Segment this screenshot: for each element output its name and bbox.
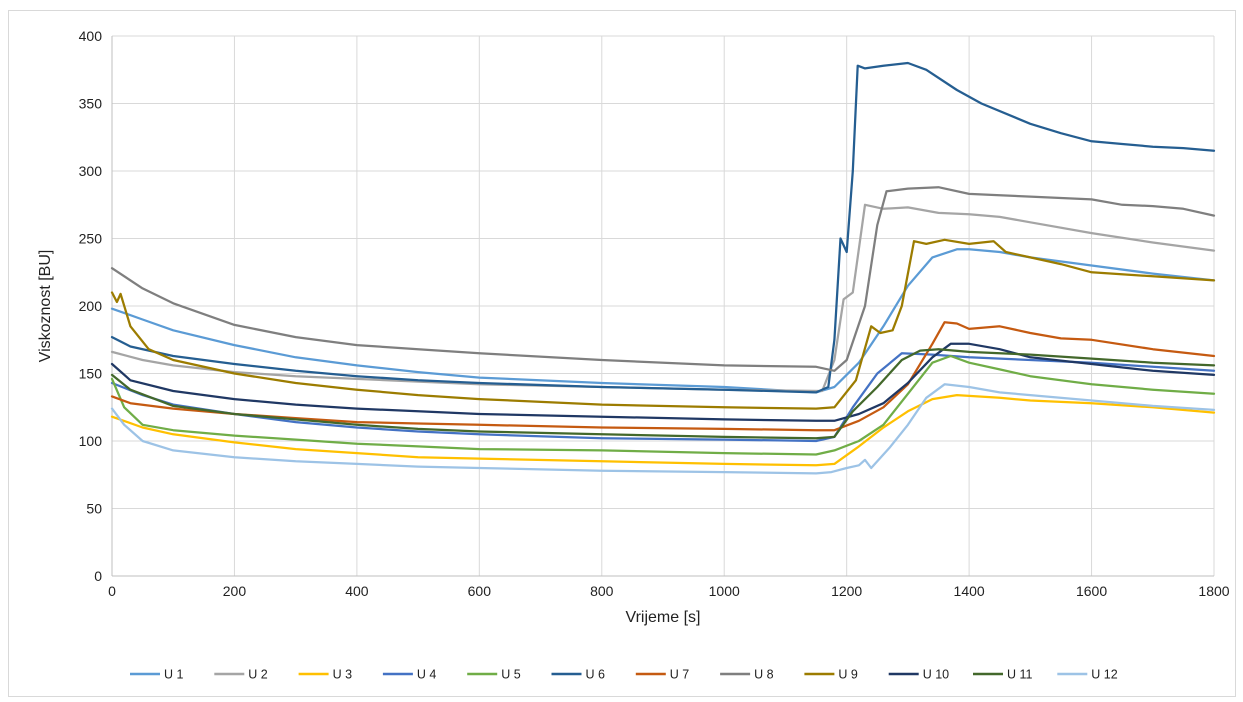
y-tick-label: 50 — [86, 501, 102, 517]
legend-label: U 6 — [586, 668, 606, 682]
legend-label: U 2 — [248, 668, 267, 682]
legend-label: U 4 — [417, 668, 437, 682]
x-tick-label: 1800 — [1198, 583, 1229, 599]
legend: U 1 U 2 U 3 U 4 U 5 U 6 U 7 U 8 U 9 U 10 U 11 U 12 — [130, 668, 1118, 682]
series-line-u5 — [110, 354, 1216, 456]
y-tick-label: 100 — [79, 433, 103, 449]
series-line-u7 — [110, 321, 1216, 432]
y-tick-label: 300 — [79, 163, 103, 179]
legend-item: U 11 — [973, 668, 1033, 682]
legend-item: U 7 — [635, 668, 690, 682]
series-line-u9 — [110, 238, 1216, 410]
x-tick-label: 1200 — [831, 583, 862, 599]
legend-label: U 10 — [923, 668, 949, 682]
series-line-u3 — [110, 393, 1216, 467]
legend-item: U 12 — [1057, 668, 1118, 682]
tick-labels: 0 50 100 150 200 250 300 350 400 0 200 400 600 800 100… — [79, 28, 1230, 599]
legend-item: U 1 — [130, 668, 184, 682]
legend-item: U 9 — [804, 668, 858, 682]
x-tick-label: 0 — [108, 583, 116, 599]
legend-label: U 8 — [754, 668, 774, 682]
legend-label: U 1 — [164, 668, 184, 682]
grid — [112, 35, 1215, 576]
y-tick-label: 250 — [79, 231, 103, 247]
series-line-u1 — [110, 248, 1216, 394]
series-line-u8 — [110, 186, 1216, 372]
legend-item: U 3 — [298, 668, 353, 682]
series-line-u2 — [110, 203, 1216, 393]
legend-item: U 10 — [888, 668, 949, 682]
legend-label: U 7 — [670, 668, 690, 682]
axes — [111, 36, 1214, 577]
x-tick-label: 200 — [223, 583, 247, 599]
legend-label: U 5 — [501, 668, 521, 682]
x-tick-label: 1600 — [1076, 583, 1107, 599]
x-tick-label: 800 — [590, 583, 614, 599]
legend-label: U 11 — [1007, 668, 1033, 682]
legend-label: U 12 — [1091, 668, 1117, 682]
x-tick-label: 400 — [345, 583, 369, 599]
y-tick-label: 350 — [79, 96, 103, 112]
legend-item: U 5 — [467, 668, 521, 682]
series-lines — [110, 61, 1216, 475]
series-line-u12 — [110, 383, 1216, 475]
legend-item: U 2 — [214, 668, 268, 682]
legend-label: U 9 — [838, 668, 858, 682]
y-tick-label: 150 — [79, 366, 103, 382]
legend-item: U 6 — [551, 668, 606, 682]
chart-frame: 0 50 100 150 200 250 300 350 400 0 200 400 600 800 100… — [8, 10, 1236, 697]
y-tick-label: 0 — [94, 568, 102, 584]
legend-item: U 4 — [382, 668, 437, 682]
y-axis-title: Viskoznost [BU] — [37, 250, 54, 363]
y-tick-label: 400 — [79, 28, 103, 44]
series-line-u6 — [110, 61, 1216, 394]
x-tick-label: 600 — [468, 583, 492, 599]
series-line-u10 — [110, 342, 1216, 422]
y-tick-label: 200 — [79, 298, 103, 314]
x-tick-label: 1000 — [709, 583, 740, 599]
legend-label: U 3 — [333, 668, 353, 682]
series-line-u11 — [110, 348, 1216, 440]
x-axis-title: Vrijeme [s] — [626, 609, 701, 626]
legend-item: U 8 — [720, 668, 774, 682]
x-tick-label: 1400 — [954, 583, 985, 599]
line-chart: 0 50 100 150 200 250 300 350 400 0 200 400 600 800 100… — [37, 28, 1230, 682]
